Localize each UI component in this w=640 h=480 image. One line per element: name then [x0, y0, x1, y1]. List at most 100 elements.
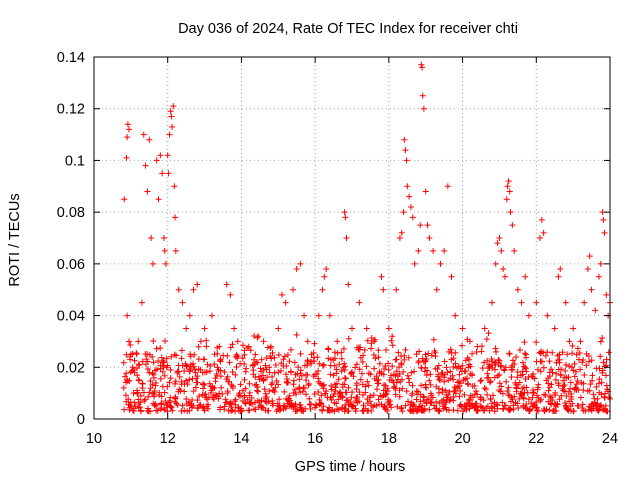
baseline-point — [262, 390, 269, 397]
baseline-point — [501, 402, 508, 409]
baseline-point — [601, 363, 608, 370]
baseline-point — [348, 403, 355, 410]
data-point — [555, 273, 562, 280]
baseline-point — [154, 407, 161, 414]
baseline-point — [308, 360, 315, 367]
baseline-point — [505, 384, 512, 391]
baseline-point — [226, 359, 233, 366]
data-point — [603, 291, 610, 298]
baseline-point — [456, 383, 463, 390]
baseline-point — [392, 385, 399, 392]
baseline-point — [389, 363, 396, 370]
x-axis-label: GPS time / hours — [295, 459, 405, 475]
baseline-point — [490, 392, 497, 399]
data-point — [452, 312, 459, 319]
data-point — [223, 281, 230, 288]
y-axis-label: ROTI / TECUs — [7, 193, 23, 286]
baseline-point — [524, 389, 531, 396]
baseline-point — [172, 395, 179, 402]
baseline-point — [576, 350, 583, 357]
baseline-point — [581, 372, 588, 379]
data-point — [511, 247, 518, 254]
baseline-point — [290, 377, 297, 384]
baseline-point — [365, 382, 372, 389]
baseline-point — [281, 388, 288, 395]
baseline-point — [271, 354, 278, 361]
baseline-point — [237, 381, 244, 388]
baseline-point — [134, 389, 141, 396]
baseline-point — [466, 396, 473, 403]
data-point — [172, 214, 179, 221]
baseline-point — [341, 367, 348, 374]
data-point — [179, 299, 186, 306]
baseline-point — [337, 393, 344, 400]
baseline-point — [448, 349, 455, 356]
baseline-point — [353, 380, 360, 387]
baseline-point — [140, 389, 147, 396]
baseline-point — [281, 353, 288, 360]
baseline-point — [467, 363, 474, 370]
baseline-point — [150, 374, 157, 381]
baseline-point — [315, 378, 322, 385]
baseline-point — [207, 383, 214, 390]
data-point — [231, 325, 238, 332]
baseline-point — [545, 387, 552, 394]
baseline-point — [320, 385, 327, 392]
data-point — [162, 260, 169, 267]
baseline-point — [454, 407, 461, 414]
baseline-point — [181, 388, 188, 395]
data-point — [402, 147, 409, 154]
data-point — [304, 338, 311, 345]
baseline-point — [135, 361, 142, 368]
baseline-point — [547, 393, 554, 400]
data-point — [148, 235, 155, 241]
baseline-point — [602, 407, 609, 414]
baseline-point — [371, 365, 378, 372]
baseline-point — [332, 384, 339, 391]
baseline-point — [509, 357, 516, 364]
baseline-point — [280, 362, 287, 369]
baseline-point — [415, 357, 422, 364]
baseline-point — [496, 380, 503, 387]
baseline-point — [469, 350, 476, 357]
baseline-point — [274, 400, 281, 407]
baseline-point — [158, 401, 165, 408]
baseline-point — [310, 354, 317, 361]
baseline-point — [241, 376, 248, 383]
baseline-point — [383, 391, 390, 398]
baseline-point — [295, 364, 302, 371]
baseline-point — [382, 362, 389, 369]
baseline-point — [343, 397, 350, 404]
baseline-point — [368, 345, 375, 352]
baseline-point — [513, 385, 520, 392]
baseline-point — [224, 352, 231, 359]
baseline-point — [530, 403, 537, 410]
data-point — [444, 183, 451, 190]
baseline-point — [513, 384, 520, 391]
baseline-point — [297, 367, 304, 374]
baseline-point — [442, 387, 449, 394]
baseline-point — [420, 358, 427, 365]
data-point — [278, 291, 285, 298]
baseline-point — [315, 375, 322, 382]
data-point — [146, 136, 153, 143]
baseline-point — [269, 402, 276, 409]
baseline-point — [360, 402, 367, 409]
data-point — [234, 338, 241, 345]
baseline-point — [418, 407, 425, 414]
baseline-point — [252, 351, 259, 358]
baseline-point — [275, 352, 282, 359]
baseline-point — [190, 360, 197, 367]
baseline-point — [174, 369, 181, 376]
baseline-point — [515, 405, 522, 412]
chart-title: Day 036 of 2024, Rate Of TEC Index for r… — [178, 21, 518, 37]
baseline-point — [263, 399, 270, 406]
baseline-point — [190, 363, 197, 370]
data-point — [343, 235, 350, 241]
baseline-point — [302, 391, 309, 398]
baseline-point — [126, 377, 133, 384]
data-point — [308, 351, 315, 358]
data-point — [406, 193, 413, 200]
baseline-point — [439, 389, 446, 396]
